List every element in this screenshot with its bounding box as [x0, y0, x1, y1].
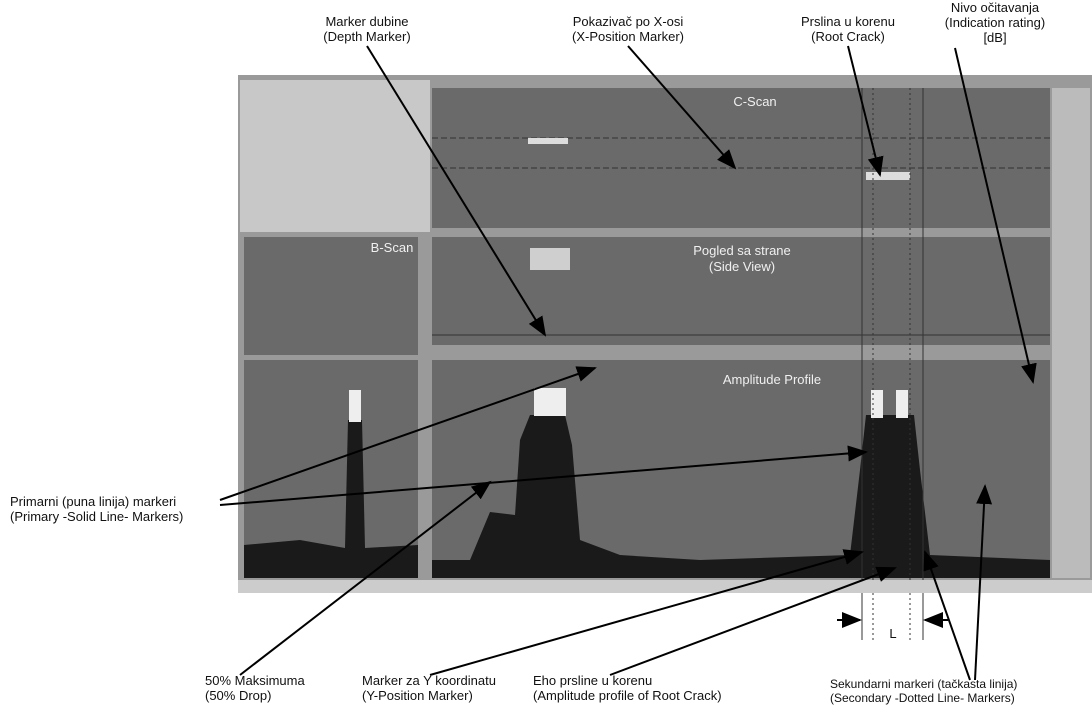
annotation: Marker za Y koordinatu(Y-Position Marker…	[362, 673, 496, 703]
annotation: Primarni (puna linija) markeri(Primary -…	[10, 494, 183, 524]
panel-label: C-Scan	[733, 94, 776, 109]
annotation: Marker dubine(Depth Marker)	[323, 14, 410, 44]
annotation: Eho prsline u korenu(Amplitude profile o…	[533, 673, 722, 703]
annotation: 50% Maksimuma(50% Drop)	[205, 673, 305, 703]
panel-label: Amplitude Profile	[723, 372, 821, 387]
annotation: Nivo očitavanja(Indication rating)[dB]	[945, 0, 1045, 45]
screenshot: C-Scan B-Scan Pogled sa strane(Side View…	[238, 75, 1092, 640]
gap-label: L	[889, 626, 896, 641]
annotation: Sekundarni markeri (tačkasta linija)(Sec…	[830, 677, 1017, 705]
panel-label: B-Scan	[371, 240, 414, 255]
annotation: Prslina u korenu(Root Crack)	[801, 14, 895, 44]
annotation: Pokazivač po X-osi(X-Position Marker)	[572, 14, 684, 44]
annotated-screenshot: C-Scan B-Scan Pogled sa strane(Side View…	[0, 0, 1092, 706]
